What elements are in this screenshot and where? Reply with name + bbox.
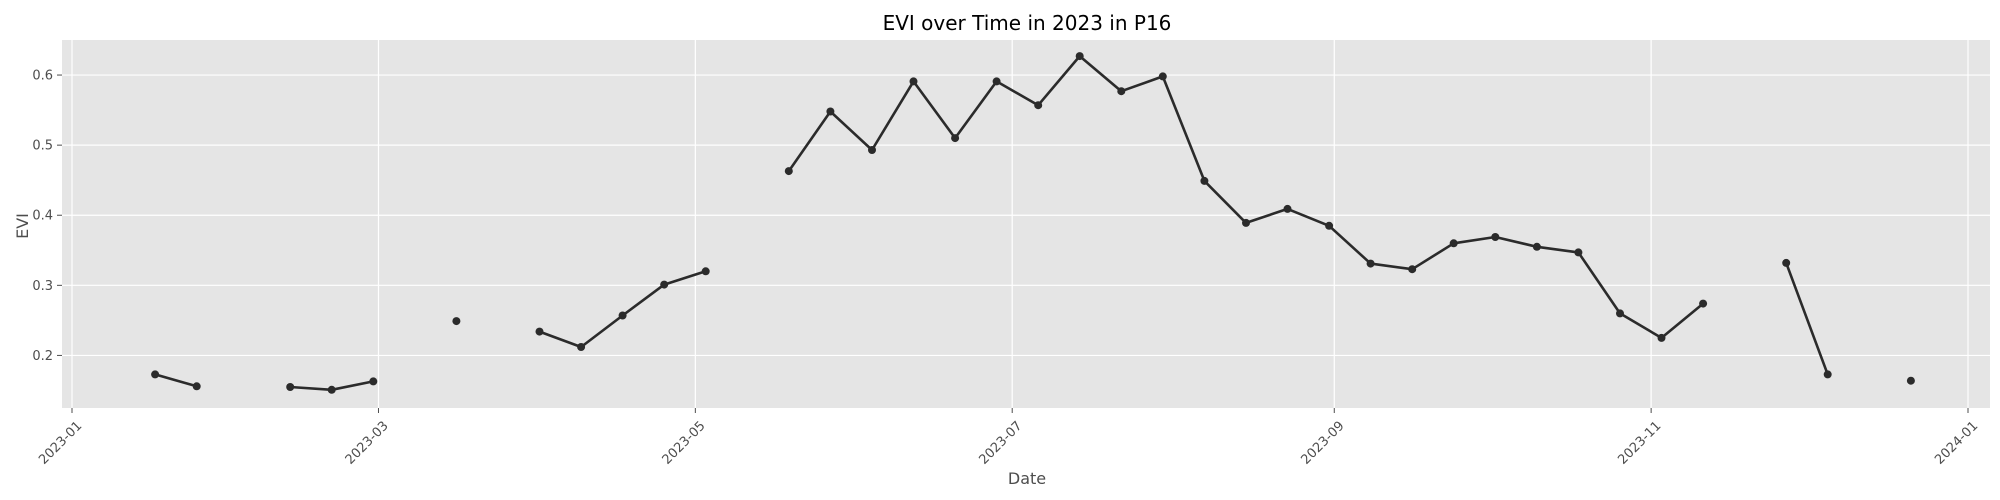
chart-title: EVI over Time in 2023 in P16: [883, 11, 1172, 35]
data-point: [286, 383, 295, 391]
x-tick-label: 2023-05: [660, 419, 709, 468]
data-point: [151, 370, 160, 379]
data-point: [1408, 265, 1417, 274]
y-tick-label: 0.3: [32, 279, 53, 294]
data-point: [868, 146, 876, 154]
data-point: [1242, 218, 1250, 227]
x-tick-label: 2023-01: [36, 419, 85, 468]
grid-lines: [62, 40, 1990, 408]
x-tick-label: 2023-11: [1615, 419, 1664, 468]
data-point: [1283, 204, 1292, 213]
y-axis-label: EVI: [13, 213, 32, 239]
data-point: [951, 134, 960, 143]
data-point: [660, 280, 669, 289]
data-point: [1117, 87, 1126, 96]
data-point: [992, 77, 1001, 86]
data-point: [1034, 101, 1043, 110]
data-point: [1532, 242, 1541, 251]
x-tick-label: 2023-07: [976, 419, 1025, 468]
data-point: [1574, 248, 1583, 257]
data-point: [1158, 72, 1167, 81]
plot-area: [62, 40, 1990, 408]
x-tick-label: 2024-01: [1932, 419, 1981, 468]
data-point: [1616, 309, 1624, 318]
evi-series: [151, 52, 1915, 394]
data-point: [1075, 52, 1084, 61]
data-point: [618, 311, 627, 320]
data-point: [1699, 299, 1708, 308]
data-point: [1366, 259, 1375, 268]
data-point: [1782, 258, 1791, 267]
data-point: [1823, 370, 1832, 379]
x-tick-label: 2023-09: [1299, 419, 1348, 468]
y-tick-label: 0.6: [32, 69, 53, 84]
data-point: [909, 77, 918, 86]
y-tick-label: 0.4: [32, 209, 53, 224]
data-point: [1906, 376, 1915, 385]
data-point: [369, 377, 378, 386]
data-point: [192, 382, 201, 391]
x-tick-label: 2023-03: [343, 419, 392, 468]
data-point: [1449, 239, 1458, 248]
data-point: [826, 107, 835, 116]
data-point: [1657, 333, 1666, 342]
data-point: [577, 343, 586, 351]
series-line: [1784, 261, 1829, 376]
x-axis-label: Date: [1008, 469, 1046, 488]
data-point: [784, 167, 793, 176]
data-point: [327, 385, 336, 394]
data-point: [701, 267, 710, 276]
series-line: [153, 373, 198, 388]
y-tick-label: 0.2: [32, 349, 53, 364]
data-point: [452, 317, 461, 326]
data-point: [535, 327, 544, 336]
data-point: [1200, 176, 1209, 185]
data-point: [1491, 233, 1500, 241]
y-tick-label: 0.5: [32, 139, 53, 154]
data-point: [1325, 221, 1334, 230]
